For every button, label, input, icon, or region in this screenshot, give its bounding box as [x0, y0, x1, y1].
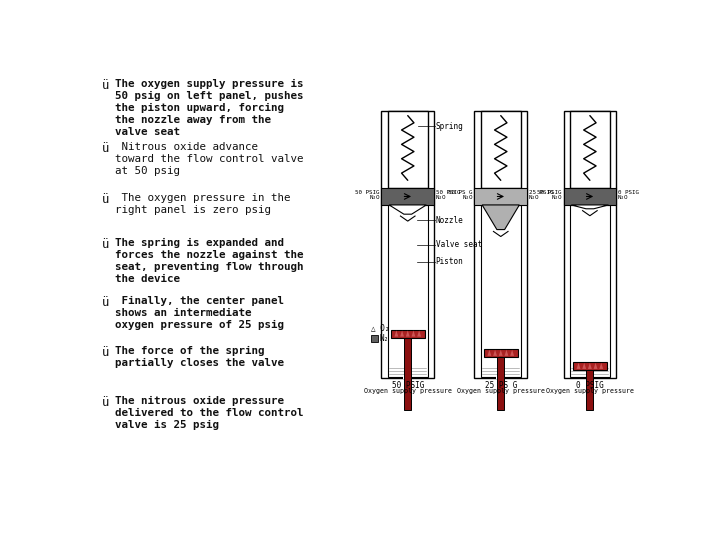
Text: The nitrous oxide pressure
delivered to the flow control
valve is 25 psig: The nitrous oxide pressure delivered to … [114, 396, 303, 430]
Bar [585, 374, 594, 379]
Bar [371, 335, 377, 342]
Bar [564, 188, 616, 205]
Bar [498, 357, 504, 410]
Polygon shape [571, 205, 608, 209]
Bar [573, 362, 607, 370]
Text: 50 PSIG
N₂O: 50 PSIG N₂O [356, 190, 380, 200]
Text: 50 PSIG: 50 PSIG [392, 381, 424, 389]
Bar [382, 111, 434, 378]
Text: ü: ü [102, 193, 109, 206]
Bar [481, 111, 521, 188]
Polygon shape [499, 350, 503, 356]
Text: 0 PSIG: 0 PSIG [576, 381, 604, 389]
Bar [570, 205, 610, 377]
Polygon shape [417, 330, 421, 336]
Bar [382, 188, 434, 205]
Bar [404, 338, 411, 410]
Polygon shape [599, 363, 603, 369]
Text: Nozzle: Nozzle [436, 216, 464, 225]
Polygon shape [505, 350, 508, 356]
Text: ü: ü [102, 396, 109, 409]
Bar [474, 188, 527, 205]
Text: ü: ü [102, 296, 109, 309]
Text: Oxygen supply pressure: Oxygen supply pressure [364, 388, 451, 394]
Bar [570, 111, 610, 188]
Text: 50 PSIG
N₂O: 50 PSIG N₂O [436, 190, 460, 200]
Polygon shape [412, 330, 415, 336]
Bar [474, 111, 527, 378]
Text: N₂O: N₂O [380, 334, 394, 343]
Polygon shape [588, 363, 592, 369]
Text: ü: ü [102, 142, 109, 155]
Polygon shape [482, 205, 519, 229]
Bar [586, 370, 593, 410]
Text: The oxygen pressure in the
right panel is zero psig: The oxygen pressure in the right panel i… [114, 193, 290, 215]
Text: ü: ü [102, 346, 109, 359]
Text: The oxygen supply pressure is
50 psig on left panel, pushes
the piston upward, f: The oxygen supply pressure is 50 psig on… [114, 79, 303, 137]
Text: Finally, the center panel
shows an intermediate
oxygen pressure of 25 psig: Finally, the center panel shows an inter… [114, 296, 284, 330]
Polygon shape [493, 350, 497, 356]
Polygon shape [582, 363, 586, 369]
Text: 25 PSIG
N₂O: 25 PSIG N₂O [528, 190, 553, 200]
Text: Valve seat: Valve seat [436, 240, 482, 249]
Text: Spring: Spring [436, 122, 464, 131]
Text: The spring is expanded and
forces the nozzle against the
seat, preventing flow t: The spring is expanded and forces the no… [114, 238, 303, 284]
Polygon shape [395, 330, 398, 336]
Text: ü: ü [102, 79, 109, 92]
Text: 25 PS G: 25 PS G [485, 381, 517, 389]
Text: 0 PSIG
N₂O: 0 PSIG N₂O [618, 190, 639, 200]
Bar [387, 205, 428, 377]
Polygon shape [406, 330, 410, 336]
Bar [391, 330, 425, 338]
Polygon shape [577, 363, 580, 369]
Text: Oxygen supply pressure: Oxygen supply pressure [546, 388, 634, 394]
Text: Piston: Piston [436, 258, 464, 266]
Bar [387, 111, 428, 188]
Text: 50 PS G
N₂O: 50 PS G N₂O [449, 190, 473, 200]
Bar [484, 349, 518, 357]
Bar [564, 111, 616, 378]
Polygon shape [487, 350, 491, 356]
Text: Nitrous oxide advance
toward the flow control valve
at 50 psig: Nitrous oxide advance toward the flow co… [114, 142, 303, 176]
Text: 50 PSIG
N₂O: 50 PSIG N₂O [537, 190, 562, 200]
Text: △ O₂: △ O₂ [371, 323, 389, 333]
Polygon shape [389, 205, 426, 214]
Polygon shape [593, 363, 598, 369]
Polygon shape [510, 350, 514, 356]
Text: Oxygen supply pressure: Oxygen supply pressure [456, 388, 545, 394]
Bar [497, 374, 505, 379]
Text: The force of the spring
partially closes the valve: The force of the spring partially closes… [114, 346, 284, 368]
Text: ü: ü [102, 238, 109, 251]
Bar [481, 205, 521, 377]
Bar [403, 374, 412, 379]
Polygon shape [400, 330, 404, 336]
